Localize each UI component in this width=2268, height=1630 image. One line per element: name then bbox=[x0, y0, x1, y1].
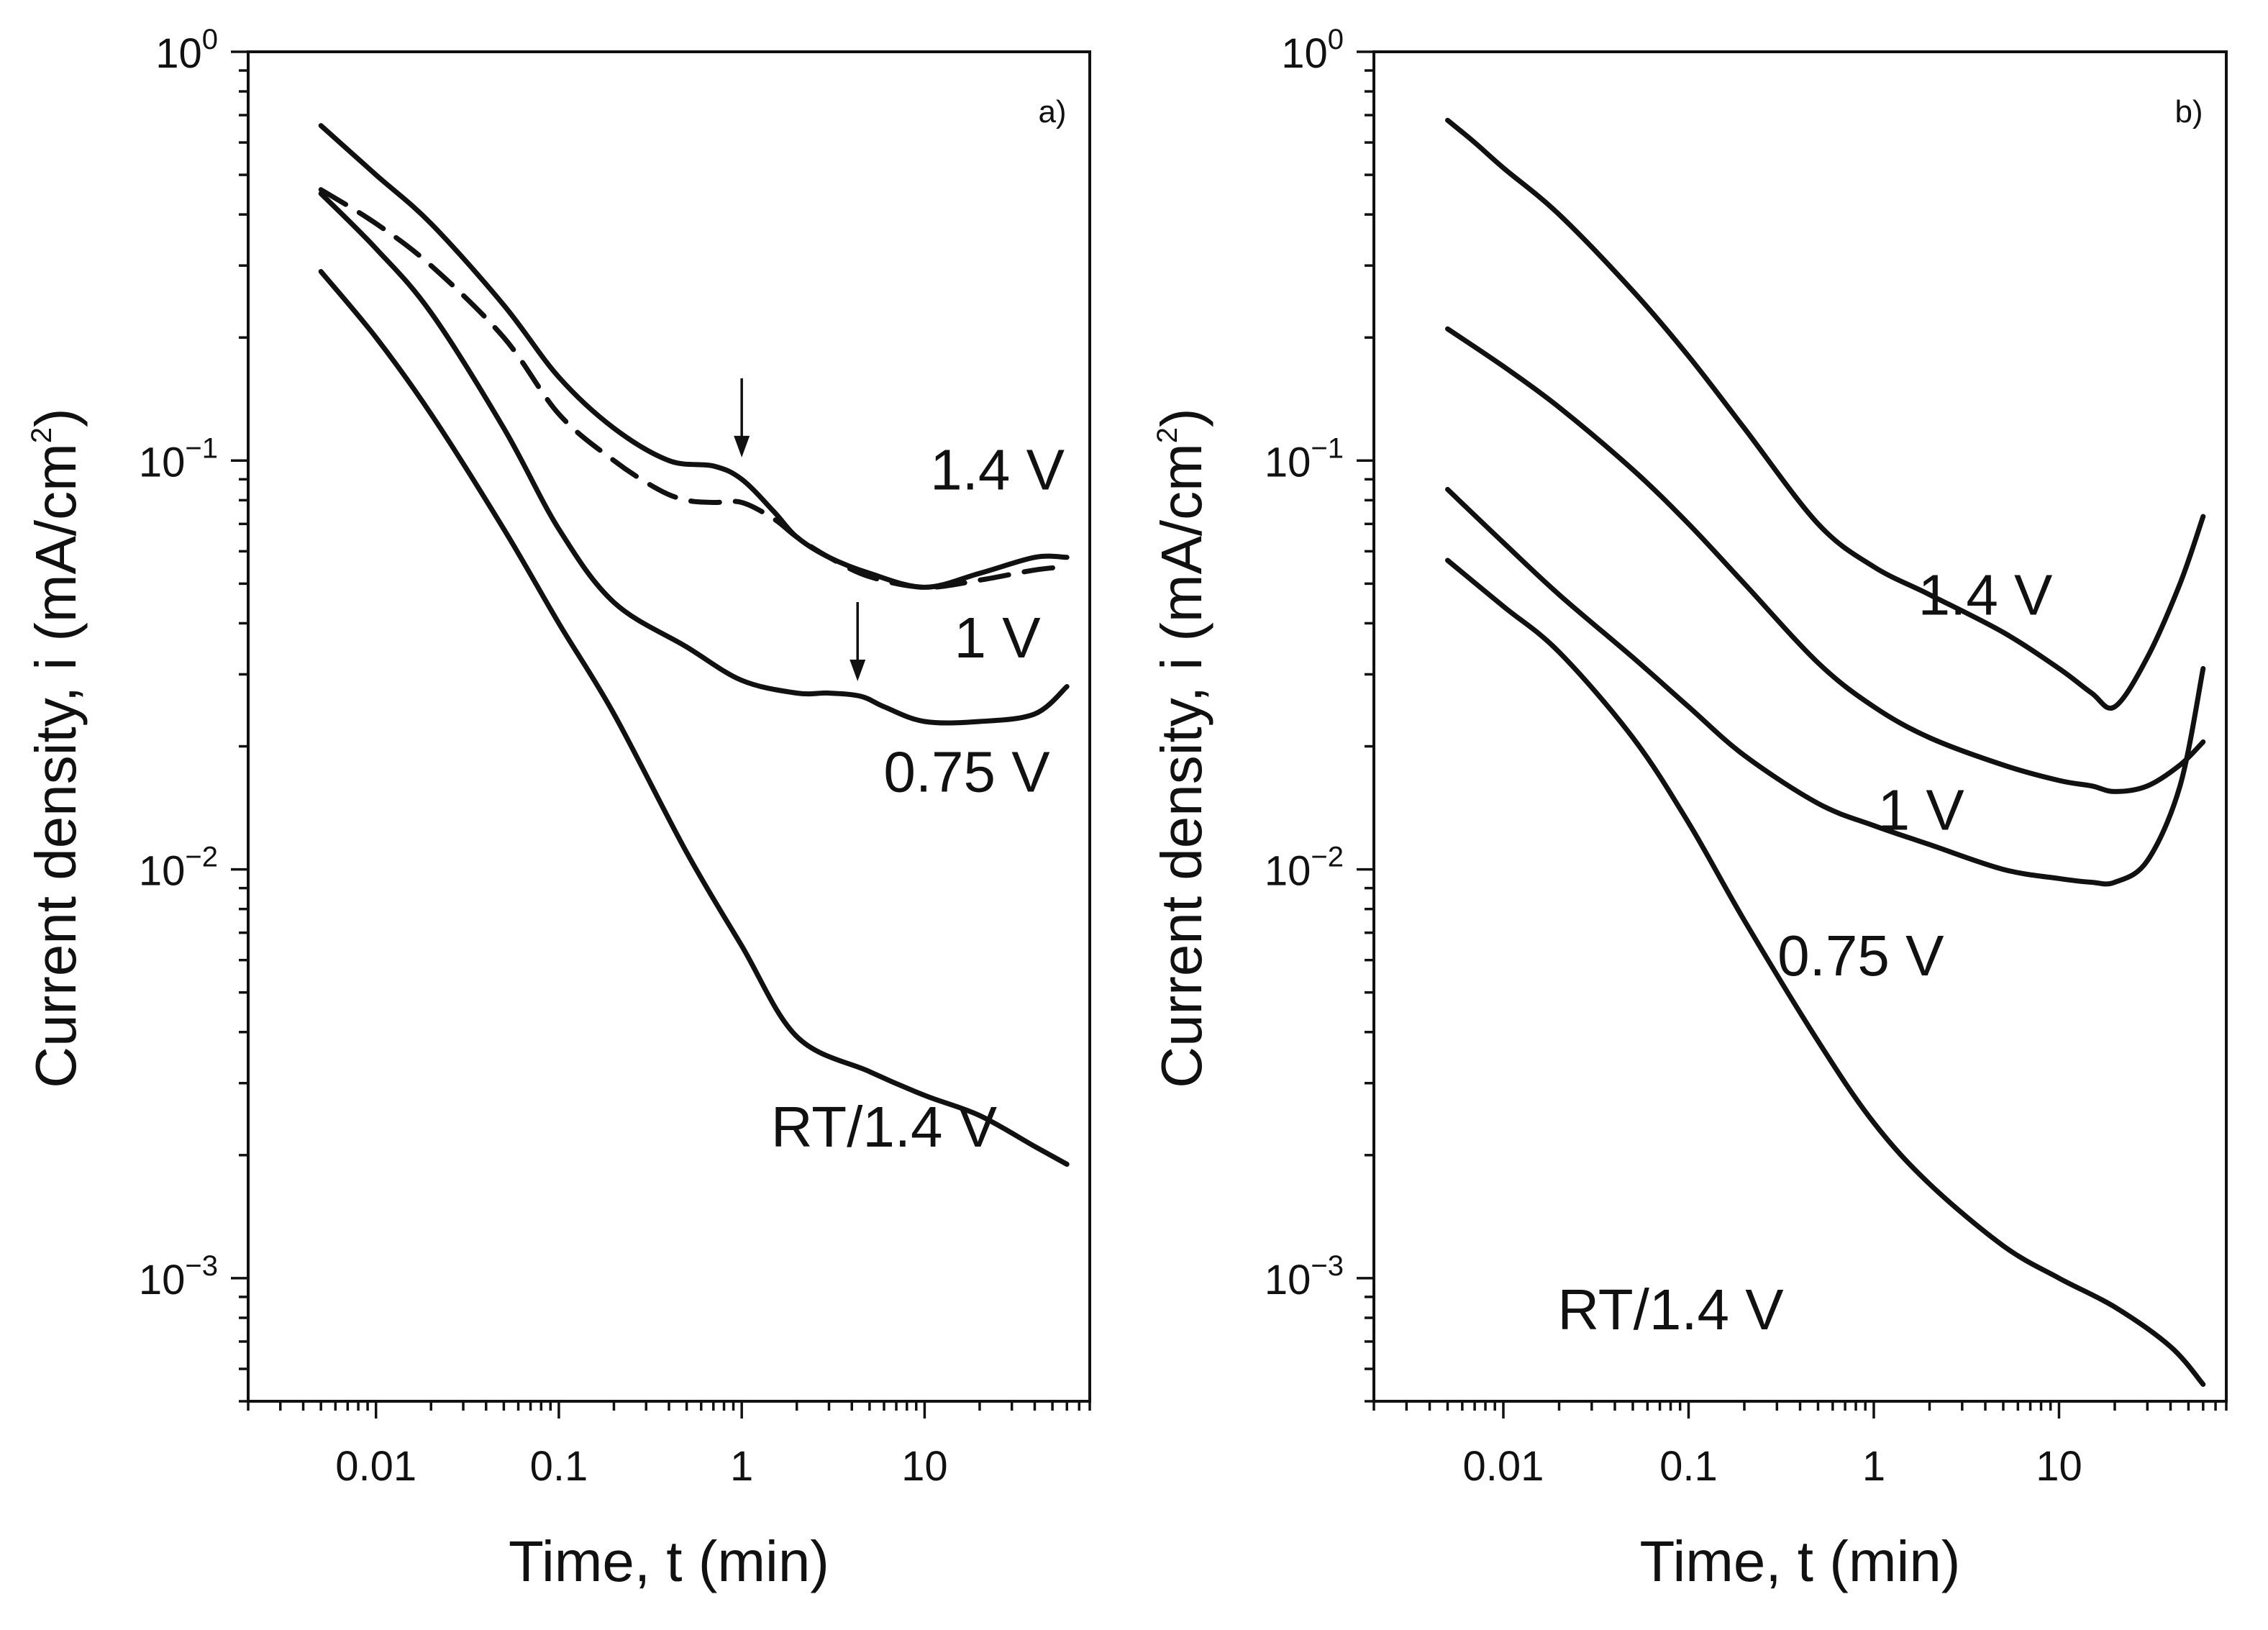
y-tick-label: 100 bbox=[155, 24, 218, 77]
panel-a: 0.01 0.1 1 10 100 10−1 10−2 10−3 Time, t (min) Cu… bbox=[24, 24, 1091, 1593]
y-tick-label: 10−2 bbox=[1265, 842, 1344, 895]
curve-label: RT/1.4 V bbox=[1557, 1278, 1784, 1342]
y-tick-label: 10−3 bbox=[1265, 1250, 1344, 1303]
plot-frame bbox=[1372, 50, 2228, 1403]
y-tick-label: 10−3 bbox=[139, 1250, 218, 1303]
series-line-1-4-v bbox=[1445, 117, 2206, 711]
series-line-1-v bbox=[1445, 326, 2206, 794]
x-tick-label: 0.01 bbox=[1463, 1443, 1544, 1490]
y-axis-title: Current density, i (mA/cm2) bbox=[1149, 408, 1213, 1088]
curve-label: 1.4 V bbox=[930, 437, 1065, 501]
panel-label: a) bbox=[1038, 94, 1066, 129]
arrow-head bbox=[850, 659, 866, 681]
panel-b: 0.01 0.1 1 10 100 10−1 10−2 10−3 Time, t (min) Cu… bbox=[1149, 24, 2228, 1593]
series-line-rt-1-4-v bbox=[318, 269, 1070, 1167]
curve-label: RT/1.4 V bbox=[771, 1095, 998, 1159]
plot-frame bbox=[247, 50, 1091, 1403]
y-tick-label: 10−2 bbox=[139, 842, 218, 895]
x-tick-label: 0.1 bbox=[1659, 1443, 1718, 1490]
y-tick-label: 10−1 bbox=[1265, 432, 1344, 486]
series-line-1-4-v-dashed bbox=[318, 187, 1070, 590]
series-line-0-75-v bbox=[1445, 486, 2206, 887]
x-tick-label: 1 bbox=[730, 1443, 753, 1490]
series-line-1-v bbox=[318, 191, 1070, 726]
curve-label: 1.4 V bbox=[1918, 563, 2053, 627]
arrow-head bbox=[734, 435, 750, 457]
y-tick-label: 10−1 bbox=[139, 432, 218, 486]
y-axis-title: Current density, i (mA/cm2) bbox=[24, 408, 88, 1088]
series-line-1-4-v bbox=[318, 123, 1070, 590]
curve-label: 0.75 V bbox=[883, 739, 1050, 803]
panel-label: b) bbox=[2174, 94, 2203, 129]
x-tick-label: 1 bbox=[1862, 1443, 1885, 1490]
x-axis-title: Time, t (min) bbox=[1640, 1529, 1961, 1593]
y-tick-label: 100 bbox=[1281, 24, 1344, 77]
x-axis-title: Time, t (min) bbox=[509, 1529, 829, 1593]
x-tick-label: 0.1 bbox=[530, 1443, 588, 1490]
x-tick-label: 10 bbox=[2036, 1443, 2082, 1490]
x-tick-label: 10 bbox=[901, 1443, 948, 1490]
curve-label: 1 V bbox=[1878, 778, 1965, 842]
series-line-rt-1-4-v bbox=[1445, 557, 2206, 1387]
x-tick-label: 0.01 bbox=[335, 1443, 416, 1490]
curve-label: 0.75 V bbox=[1777, 924, 1944, 988]
curve-label: 1 V bbox=[955, 606, 1042, 670]
